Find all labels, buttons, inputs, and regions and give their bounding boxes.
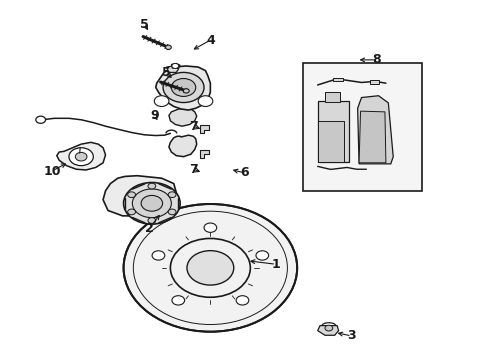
Polygon shape [199,125,209,134]
Polygon shape [103,176,176,216]
Bar [332,78,342,81]
Text: 6: 6 [240,166,248,179]
Circle shape [186,251,233,285]
Polygon shape [358,111,385,163]
Polygon shape [57,142,105,170]
Circle shape [168,192,176,198]
Circle shape [183,89,189,93]
Text: 7: 7 [188,120,197,133]
Circle shape [123,183,180,224]
Circle shape [172,296,184,305]
Polygon shape [317,101,348,162]
Text: 5: 5 [162,66,170,79]
Polygon shape [168,108,196,126]
Polygon shape [325,92,339,102]
Bar [369,80,378,84]
Circle shape [325,325,332,331]
Circle shape [168,209,176,215]
Text: 7: 7 [188,163,197,176]
Text: 1: 1 [271,258,280,271]
Text: 4: 4 [205,33,214,47]
Polygon shape [199,149,209,158]
Polygon shape [166,66,178,72]
Circle shape [141,195,162,211]
Circle shape [165,45,171,49]
Text: 3: 3 [347,329,355,342]
Polygon shape [317,325,338,335]
Circle shape [148,218,156,224]
Circle shape [127,192,135,198]
Circle shape [132,189,171,218]
Polygon shape [317,121,344,162]
Circle shape [148,183,156,189]
Text: 2: 2 [145,222,154,235]
Circle shape [75,152,87,161]
Circle shape [69,148,93,166]
Circle shape [127,209,135,215]
Bar [303,63,422,191]
Circle shape [203,223,216,232]
Text: 8: 8 [371,53,380,66]
Circle shape [36,116,45,123]
Circle shape [171,78,195,96]
Circle shape [255,251,268,260]
Circle shape [236,296,248,305]
Circle shape [154,96,168,107]
Circle shape [163,72,203,103]
Polygon shape [168,135,196,157]
Polygon shape [171,63,180,68]
Polygon shape [156,66,210,110]
Circle shape [123,204,297,332]
Circle shape [171,63,178,68]
Text: 5: 5 [140,18,149,31]
Circle shape [152,251,164,260]
Text: 10: 10 [43,165,61,177]
Circle shape [198,96,212,107]
Text: 9: 9 [150,109,158,122]
Polygon shape [357,96,392,164]
